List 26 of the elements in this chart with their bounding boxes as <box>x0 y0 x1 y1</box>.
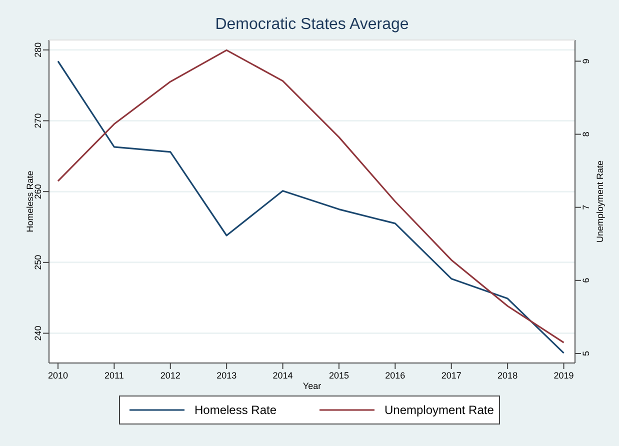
y-axis-title: Homeless Rate <box>25 170 35 232</box>
y2-axis-title: Unemployment Rate <box>595 160 605 243</box>
y2-tick-label: 7 <box>581 204 591 210</box>
x-tick-label: 2016 <box>385 370 406 380</box>
legend-label: Homeless Rate <box>194 403 277 418</box>
x-tick-label: 2015 <box>328 370 349 380</box>
x-tick-label: 2010 <box>48 370 68 380</box>
x-tick-label: 2014 <box>272 370 293 380</box>
x-axis-title: Year <box>302 381 322 391</box>
y-tick-label: 260 <box>33 184 43 200</box>
x-tick-label: 2012 <box>160 370 180 380</box>
y-tick-label: 250 <box>33 254 43 270</box>
legend-label: Unemployment Rate <box>384 403 494 418</box>
x-tick-label: 2019 <box>554 370 574 380</box>
x-tick-label: 2011 <box>104 370 124 380</box>
x-tick-label: 2013 <box>216 370 237 380</box>
y-tick-label: 270 <box>33 113 43 128</box>
y2-tick-label: 9 <box>581 58 591 64</box>
y2-tick-label: 8 <box>581 132 591 137</box>
y2-tick-label: 6 <box>581 278 591 283</box>
y-tick-label: 280 <box>33 42 43 58</box>
y-tick-label: 240 <box>33 326 43 341</box>
x-tick-label: 2018 <box>498 370 518 380</box>
x-tick-label: 2017 <box>441 370 462 380</box>
chart-title: Democratic States Average <box>215 16 409 33</box>
y2-tick-label: 5 <box>581 350 591 356</box>
